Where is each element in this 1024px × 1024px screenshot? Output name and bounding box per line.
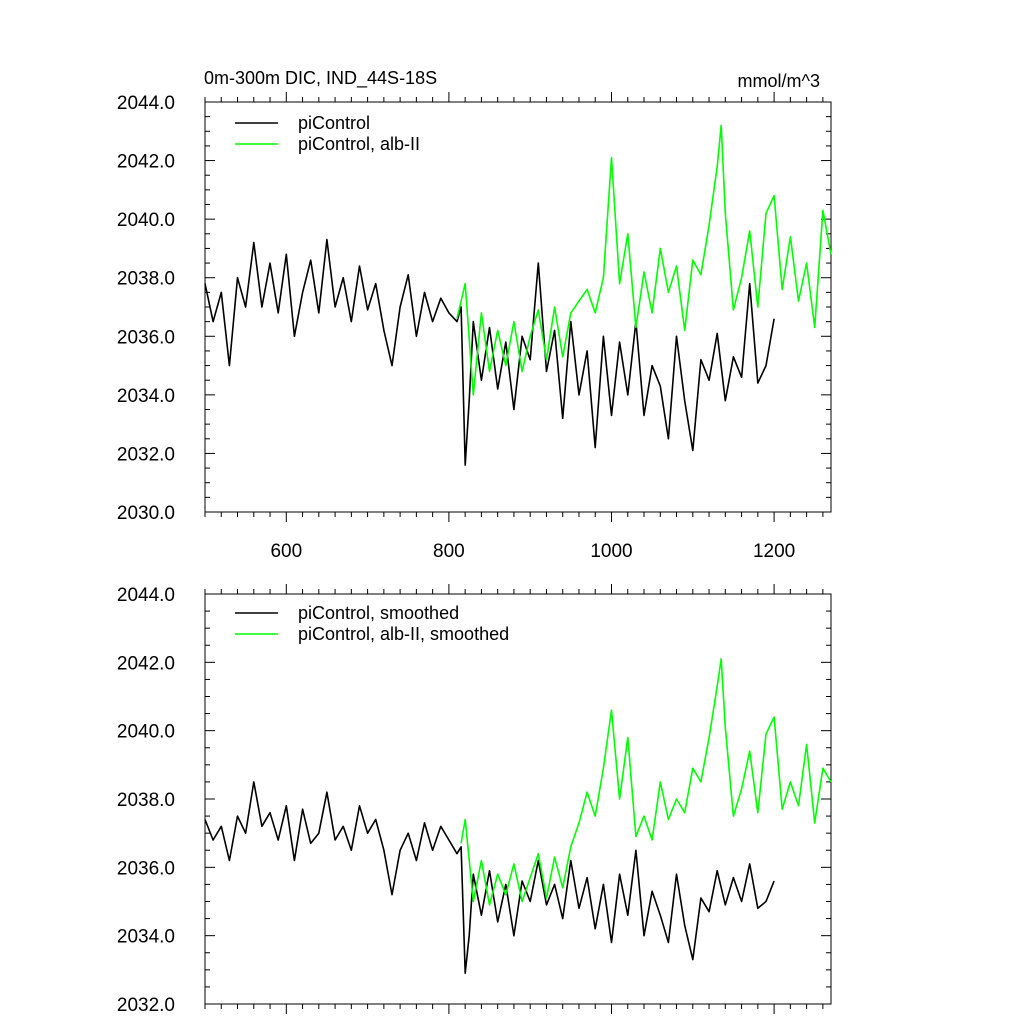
y-tick-label: 2034.0 — [117, 386, 175, 407]
y-tick-label: 2032.0 — [117, 995, 175, 1016]
bottom-plot-frame — [204, 593, 832, 1005]
top-plot-units: mmol/m^3 — [738, 71, 820, 91]
x-tick-label: 1000 — [590, 541, 632, 562]
top-legend-label-2: piControl, alb-II — [298, 134, 420, 154]
x-tick-label: 1200 — [753, 541, 795, 562]
bottom-legend-label-2: piControl, alb-II, smoothed — [298, 624, 509, 644]
top-series-line-1 — [204, 238, 775, 466]
bottom-series-line-2 — [460, 658, 832, 906]
top-plot-title: 0m-300m DIC, IND_44S-18S — [204, 68, 437, 89]
top-plot-frame — [204, 101, 832, 513]
y-tick-label: 2040.0 — [117, 210, 175, 231]
y-tick-label: 2042.0 — [117, 653, 175, 674]
top-plot: 0m-300m DIC, IND_44S-18S mmol/m^3 600 800… — [117, 68, 832, 562]
y-tick-label: 2030.0 — [117, 503, 175, 524]
top-plot-ticks: 600 800 1000 1200 2030.0 2032.0 2034.0 2036.0 20… — [117, 92, 831, 562]
x-tick-label: 800 — [433, 541, 465, 562]
bottom-plot: 2032.0 2034.0 2036.0 2038.0 2040.0 2042.0 2044… — [117, 584, 832, 1016]
y-tick-label: 2036.0 — [117, 858, 175, 879]
y-tick-label: 2042.0 — [117, 152, 175, 173]
bottom-legend-label-1: piControl, smoothed — [298, 603, 459, 623]
x-tick-label: 600 — [270, 541, 302, 562]
y-tick-label: 2044.0 — [117, 585, 175, 606]
bottom-plot-ticks: 2032.0 2034.0 2036.0 2038.0 2040.0 2042.0 2044… — [117, 584, 831, 1016]
top-legend-label-1: piControl — [298, 113, 370, 133]
y-tick-label: 2038.0 — [117, 790, 175, 811]
y-tick-label: 2040.0 — [117, 722, 175, 743]
bottom-series-line-1 — [204, 781, 775, 975]
y-tick-label: 2034.0 — [117, 927, 175, 948]
y-tick-label: 2044.0 — [117, 93, 175, 114]
top-plot-series — [204, 124, 832, 466]
top-series-line-2 — [456, 124, 832, 396]
y-tick-label: 2038.0 — [117, 269, 175, 290]
y-tick-label: 2036.0 — [117, 327, 175, 348]
bottom-plot-series — [204, 658, 832, 975]
y-tick-label: 2032.0 — [117, 444, 175, 465]
